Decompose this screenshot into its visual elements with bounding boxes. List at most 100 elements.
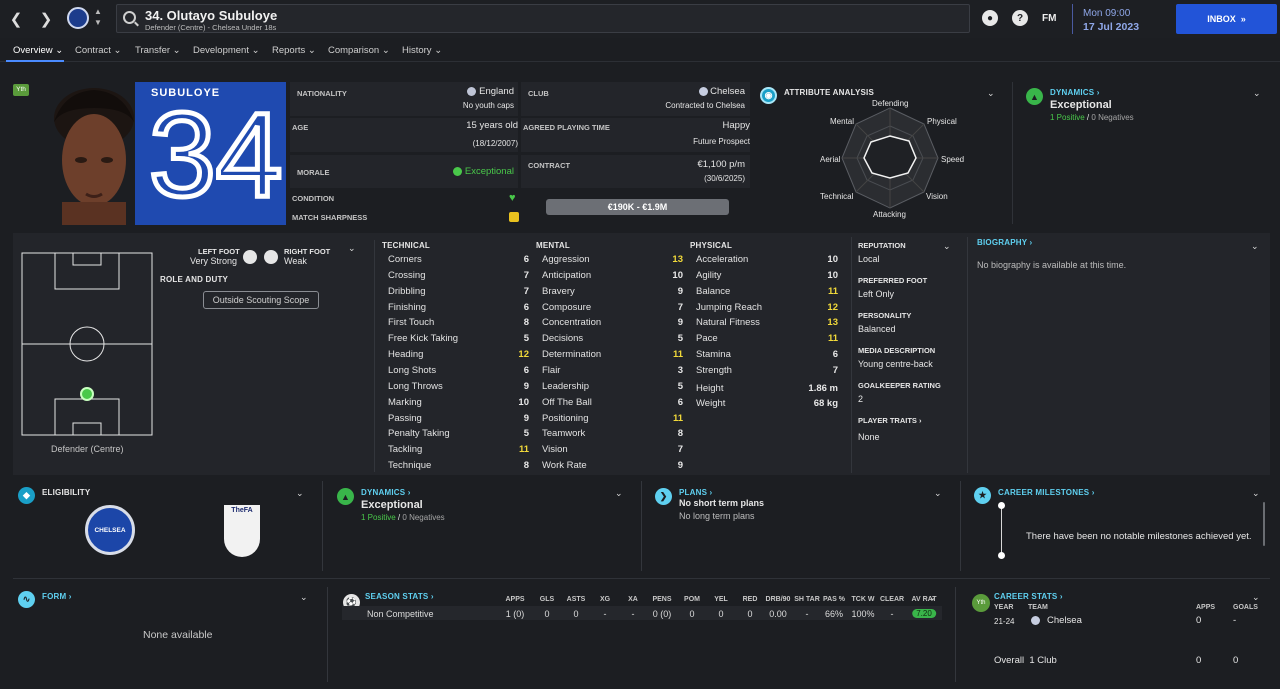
form-title[interactable]: FORM ›	[42, 592, 72, 601]
attribute-row[interactable]: Penalty Taking 5	[388, 428, 529, 443]
attribute-row[interactable]: Agility 10	[696, 270, 838, 285]
chevron-down-icon[interactable]: ⌄	[1252, 592, 1260, 602]
career-stats-title[interactable]: CAREER STATS ›	[994, 592, 1063, 601]
stats-header[interactable]: PENS	[652, 596, 672, 603]
player-cycle-icon[interactable]: ▲ ▼	[94, 7, 102, 27]
stats-header[interactable]: TCK W	[851, 596, 875, 603]
attribute-row[interactable]: Acceleration 10	[696, 254, 838, 269]
forward-icon[interactable]: ❯	[39, 11, 53, 28]
attribute-row[interactable]: Off The Ball 6	[542, 397, 683, 412]
attribute-row[interactable]: Flair 3	[542, 365, 683, 380]
tab-overview[interactable]: Overview ⌄	[13, 45, 64, 56]
attribute-row[interactable]: Concentration 9	[542, 317, 683, 332]
chevron-down-icon[interactable]: ⌄	[934, 488, 942, 498]
career-milestones-title[interactable]: CAREER MILESTONES ›	[998, 488, 1095, 497]
playing-time-panel[interactable]: AGREED PLAYING TIME Happy Future Prospec…	[521, 118, 750, 152]
transfer-value-bar[interactable]: €190K - €1.9M	[546, 199, 729, 215]
stats-header[interactable]: POM	[684, 596, 700, 603]
skull-icon[interactable]: ●	[982, 10, 998, 26]
nationality-panel[interactable]: NATIONALITY England No youth caps	[290, 82, 518, 116]
chevron-down-icon[interactable]: ⌄	[615, 488, 623, 498]
attribute-row[interactable]: First Touch 8	[388, 317, 529, 332]
club-crest-icon[interactable]	[67, 7, 89, 29]
attribute-row[interactable]: Long Throws 9	[388, 381, 529, 396]
club-panel[interactable]: CLUB Chelsea Contracted to Chelsea	[521, 82, 750, 116]
plans-title[interactable]: PLANS ›	[679, 488, 713, 497]
fm-logo[interactable]: FM	[1042, 13, 1057, 24]
career-team[interactable]: Chelsea	[1047, 615, 1082, 626]
attribute-row[interactable]: Tackling 11	[388, 444, 529, 459]
attribute-row[interactable]: Long Shots 6	[388, 365, 529, 380]
chevron-down-icon[interactable]: ⌄	[1252, 488, 1260, 498]
tab-reports[interactable]: Reports ⌄	[272, 45, 316, 56]
attribute-row[interactable]: Positioning 11	[542, 413, 683, 428]
attribute-row[interactable]: Corners 6	[388, 254, 529, 269]
biography-title[interactable]: BIOGRAPHY ›	[977, 238, 1033, 247]
stats-header[interactable]: DRB/90	[765, 596, 791, 603]
attribute-row[interactable]: Stamina 6	[696, 349, 838, 364]
stats-header[interactable]: GLS	[539, 596, 555, 603]
attribute-row[interactable]: Balance 11	[696, 286, 838, 301]
chevron-down-icon[interactable]: ⌄	[943, 241, 951, 251]
attribute-row[interactable]: Heading 12	[388, 349, 529, 364]
attribute-row[interactable]: Work Rate 9	[542, 460, 683, 475]
attribute-row[interactable]: Leadership 5	[542, 381, 683, 396]
attribute-row[interactable]: Technique 8	[388, 460, 529, 475]
back-icon[interactable]: ❮	[9, 11, 23, 28]
stats-header[interactable]: RED	[742, 596, 758, 603]
attribute-row[interactable]: Decisions 5	[542, 333, 683, 348]
attribute-row[interactable]: Aggression 13	[542, 254, 683, 269]
date-display[interactable]: Mon 09:00 17 Jul 2023	[1072, 4, 1168, 34]
chevron-down-icon[interactable]: ⌄	[348, 243, 356, 253]
attribute-row[interactable]: Free Kick Taking 5	[388, 333, 529, 348]
attribute-row[interactable]: Marking 10	[388, 397, 529, 412]
chevron-down-icon[interactable]: ⌄	[1251, 241, 1259, 251]
season-stats-title[interactable]: SEASON STATS ›	[365, 592, 434, 601]
stats-header[interactable]: YEL	[714, 596, 728, 603]
stats-header[interactable]: PAS %	[822, 596, 846, 603]
search-bar[interactable]: 34. Olutayo Subuloye Defender (Centre) -…	[116, 4, 970, 33]
chevron-down-icon[interactable]: ⌄	[296, 488, 304, 498]
help-icon[interactable]: ?	[1012, 10, 1028, 26]
tab-comparison[interactable]: Comparison ⌄	[328, 45, 390, 56]
stats-header[interactable]: SH TAR	[794, 596, 820, 603]
attribute-row[interactable]: Vision 7	[542, 444, 683, 459]
search-icon[interactable]	[123, 11, 136, 24]
tab-transfer[interactable]: Transfer ⌄	[135, 45, 181, 56]
attribute-row[interactable]: Jumping Reach 12	[696, 302, 838, 317]
attribute-row[interactable]: Crossing 7	[388, 270, 529, 285]
tab-history[interactable]: History ⌄	[402, 45, 443, 56]
scouting-scope-button[interactable]: Outside Scouting Scope	[203, 291, 319, 309]
dynamics-title[interactable]: DYNAMICS ›	[1050, 88, 1100, 97]
attribute-row[interactable]: Bravery 9	[542, 286, 683, 301]
tab-development[interactable]: Development ⌄	[193, 45, 260, 56]
attribute-row[interactable]: Anticipation 10	[542, 270, 683, 285]
player-traits-label[interactable]: PLAYER TRAITS ›	[858, 416, 922, 425]
attribute-row[interactable]: Passing 9	[388, 413, 529, 428]
scrollbar[interactable]	[1263, 502, 1265, 546]
attribute-row[interactable]: Dribbling 7	[388, 286, 529, 301]
contract-panel[interactable]: CONTRACT €1,100 p/m (30/6/2025)	[521, 155, 750, 188]
chevron-down-icon[interactable]: ⌄	[1253, 88, 1261, 98]
attribute-row[interactable]: Strength 7	[696, 365, 838, 380]
tab-contract[interactable]: Contract ⌄	[75, 45, 122, 56]
attribute-row[interactable]: Composure 7	[542, 302, 683, 317]
inbox-button[interactable]: INBOX »	[1176, 4, 1277, 34]
stats-header[interactable]: XG	[599, 596, 611, 603]
chelsea-crest[interactable]: CHELSEA	[85, 505, 135, 555]
dynamics-title[interactable]: DYNAMICS ›	[361, 488, 411, 497]
stats-header[interactable]: XA	[628, 596, 638, 603]
stats-header[interactable]: CLEAR	[879, 596, 905, 603]
stats-header[interactable]: ASTS	[566, 596, 586, 603]
stats-header[interactable]: APPS	[505, 596, 525, 603]
attribute-row[interactable]: Determination 11	[542, 349, 683, 364]
attribute-row[interactable]: Finishing 6	[388, 302, 529, 317]
attribute-row[interactable]: Natural Fitness 13	[696, 317, 838, 332]
attribute-row[interactable]: Teamwork 8	[542, 428, 683, 443]
morale-panel[interactable]: MORALE Exceptional	[290, 155, 518, 188]
the-fa-crest[interactable]: TheFA	[224, 505, 260, 557]
chevron-down-icon[interactable]: ⌄	[929, 592, 937, 602]
stats-header[interactable]: AV RAT	[911, 596, 937, 603]
chevron-down-icon[interactable]: ⌄	[300, 592, 308, 602]
attribute-row[interactable]: Pace 11	[696, 333, 838, 348]
